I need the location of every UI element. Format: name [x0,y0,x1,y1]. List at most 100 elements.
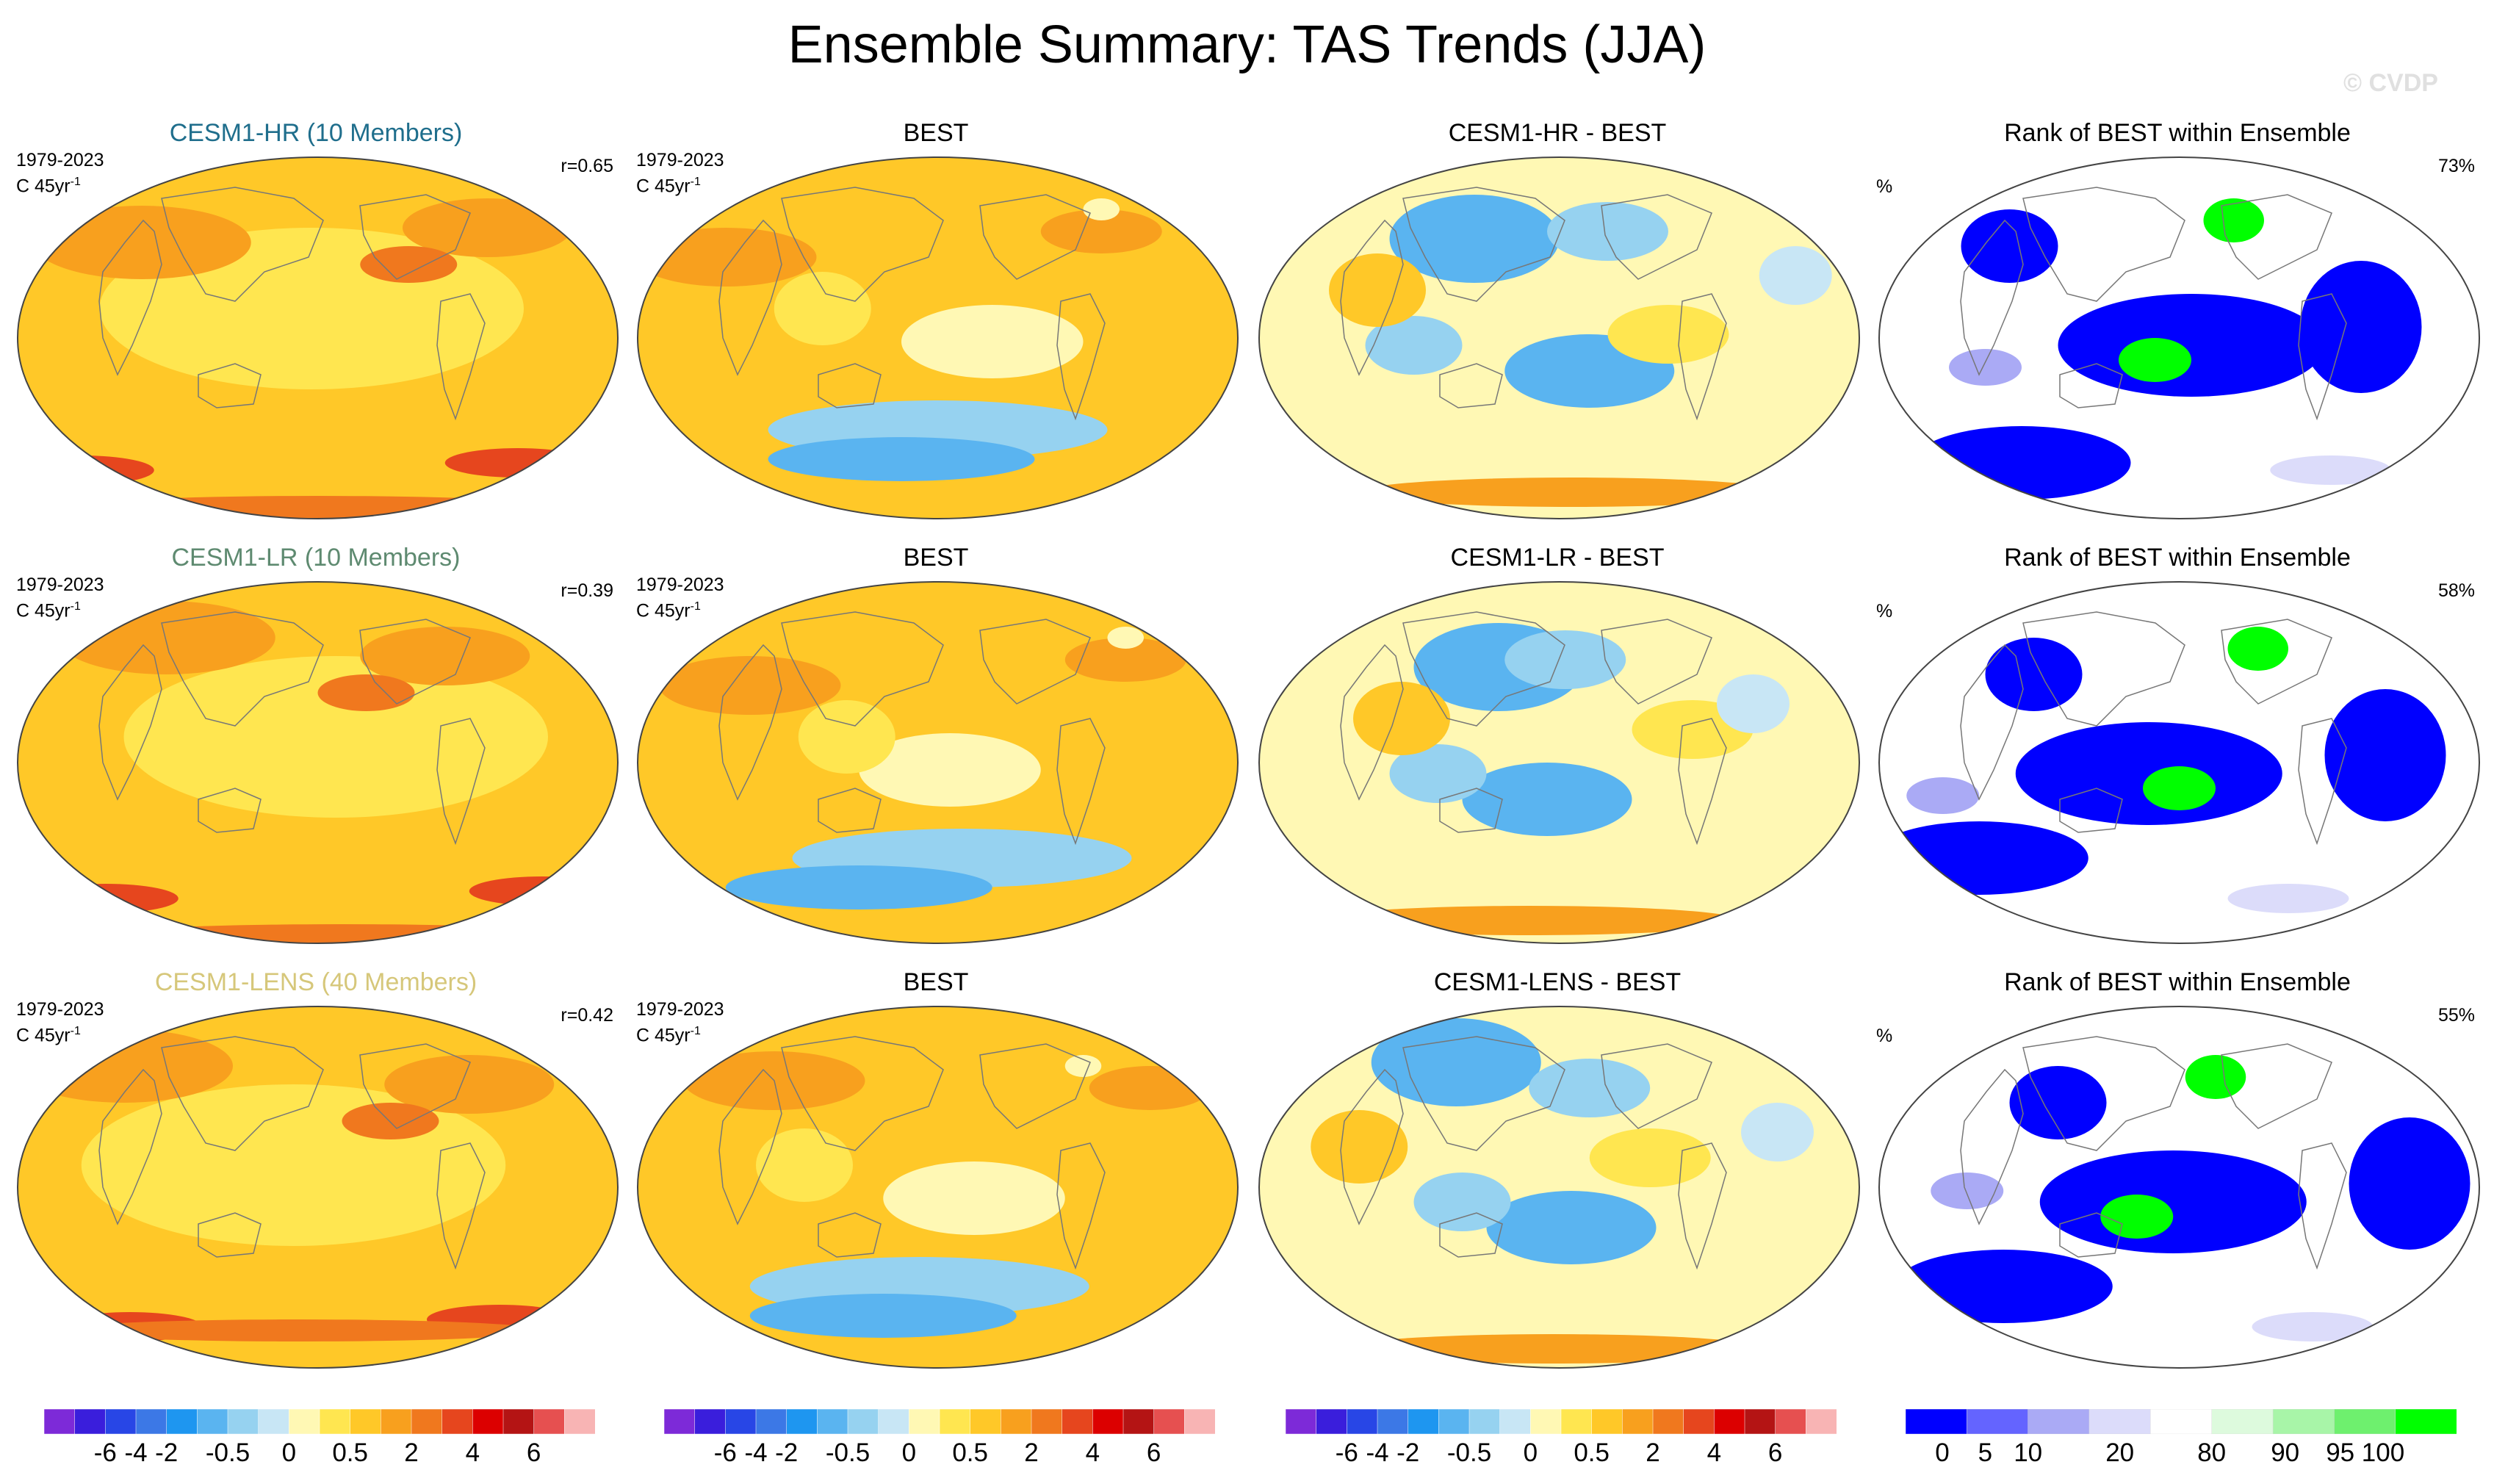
colorbar-swatch [74,1409,107,1434]
continent-outline [818,788,882,833]
colorbar-swatch [2028,1409,2090,1434]
colorbar-swatch [381,1409,412,1434]
trend-colorbar-2-tick-label: -4 [744,1438,768,1467]
map-field-contour [2227,884,2349,913]
colorbar-swatch [939,1409,971,1434]
row-3-ensemble-mean-map [17,1006,619,1369]
map-field-contour [342,1103,439,1139]
continent-outline [1678,293,1727,421]
colorbar-swatch [970,1409,1002,1434]
continent-outline [1340,1068,1404,1225]
row-2-rank-percentage: 58% [2437,580,2475,601]
map-field-contour [1985,638,2083,711]
colorbar-swatch [502,1409,535,1434]
continent-outline [979,194,1091,280]
trend-colorbar-2-tick-label: -2 [775,1438,799,1467]
colorbar-swatch [1775,1409,1807,1434]
colorbar-swatch [1468,1409,1501,1434]
row-3-rank-map [1878,1006,2480,1369]
colorbar-swatch [197,1409,228,1434]
colorbar-swatch [1286,1409,1317,1434]
continent-outline [1402,611,1565,727]
continent-outline [359,619,471,705]
colorbar-swatch [350,1409,382,1434]
continent-outline [2059,788,2123,833]
colorbar-swatch [1092,1409,1124,1434]
continent-outline [781,611,944,727]
row-1-rank-map [1878,156,2480,519]
map-field-contour [360,627,530,685]
colorbar-swatch [44,1409,76,1434]
colorbar-swatch [1438,1409,1470,1434]
trend-colorbar-2-tick-label: -6 [713,1438,737,1467]
row-2-col1-period-units: 1979-2023 C 45yr-1 [16,574,104,622]
colorbar-swatch [166,1409,198,1434]
map-frame [17,581,619,944]
row-2-difference-map [1258,581,1860,944]
map-field-contour [1389,744,1487,803]
map-field-contour [1389,195,1560,283]
map-field-contour [2270,455,2392,485]
map-frame [1258,156,1860,519]
colorbar-swatch [1184,1409,1215,1434]
period-label: 1979-2023 [16,150,104,170]
continent-outline [2221,1043,2332,1129]
row-2-diff-title: CESM1-LR - BEST [1450,544,1665,572]
row-3-rank-title: Rank of BEST within Ensemble [2004,968,2351,996]
continent-outline [2059,1212,2123,1258]
colorbar-swatch [135,1409,167,1434]
trend-colorbar-1-tick-label: -6 [93,1438,117,1467]
map-field-contour [1589,1128,1711,1187]
colorbar-swatch [472,1409,504,1434]
map-field-contour [1341,1334,1765,1364]
units-label: C 45yr-1 [636,176,701,197]
map-field-contour [1040,209,1162,253]
continent-outline [1402,1036,1565,1151]
map-field-contour [1329,253,1426,327]
colorbar-swatch [2395,1409,2457,1434]
map-field-contour [1529,1059,1651,1117]
continent-outline [98,1068,162,1225]
map-field-contour [659,656,841,715]
continent-outline [2022,1036,2185,1151]
rank-colorbar-tick-label: 20 [2105,1438,2135,1467]
colorbar-swatch [1967,1409,2029,1434]
continent-outline [2059,363,2123,408]
colorbar-swatch [2211,1409,2274,1434]
map-field-contour [1311,1110,1408,1184]
period-label: 1979-2023 [16,574,104,595]
continent-outline [98,644,162,801]
continent-outline [1439,788,1503,833]
continent-outline [1402,187,1565,302]
period-label: 1979-2023 [636,150,724,170]
map-field-contour [1949,349,2022,386]
row-2-rank-title: Rank of BEST within Ensemble [2004,544,2351,572]
row-3-col1-period-units: 1979-2023 C 45yr-1 [16,999,104,1046]
colorbar-swatch [1622,1409,1654,1434]
map-field-contour [1717,674,1790,733]
map-field-contour [756,1128,853,1202]
map-field-contour [2252,1312,2374,1341]
map-field-contour [360,246,458,283]
colorbar-swatch [1744,1409,1776,1434]
row-1-col1-period-units: 1979-2023 C 45yr-1 [16,150,104,197]
map-frame [1258,1006,1860,1369]
rank-colorbar-tick-label: 0 [1935,1438,1950,1467]
colorbar-swatch [2088,1409,2152,1434]
map-frame [1878,581,2480,944]
row-2-rank-map [1878,581,2480,944]
continent-outline [818,363,882,408]
continent-outline [718,1068,782,1225]
map-field-contour [1931,1173,2004,1209]
continent-outline [359,1043,471,1129]
colorbar-swatch [442,1409,474,1434]
continent-outline [781,1036,944,1151]
colorbar-swatch [258,1409,290,1434]
colorbar-swatch [1906,1409,1968,1434]
trend-colorbar-1-tick-label: -0.5 [205,1438,251,1467]
colorbar-swatch [1560,1409,1593,1434]
colorbar-swatch [105,1409,137,1434]
map-frame [637,581,1239,944]
map-field-contour [1064,1055,1102,1077]
map-field-contour [1486,1191,1657,1264]
